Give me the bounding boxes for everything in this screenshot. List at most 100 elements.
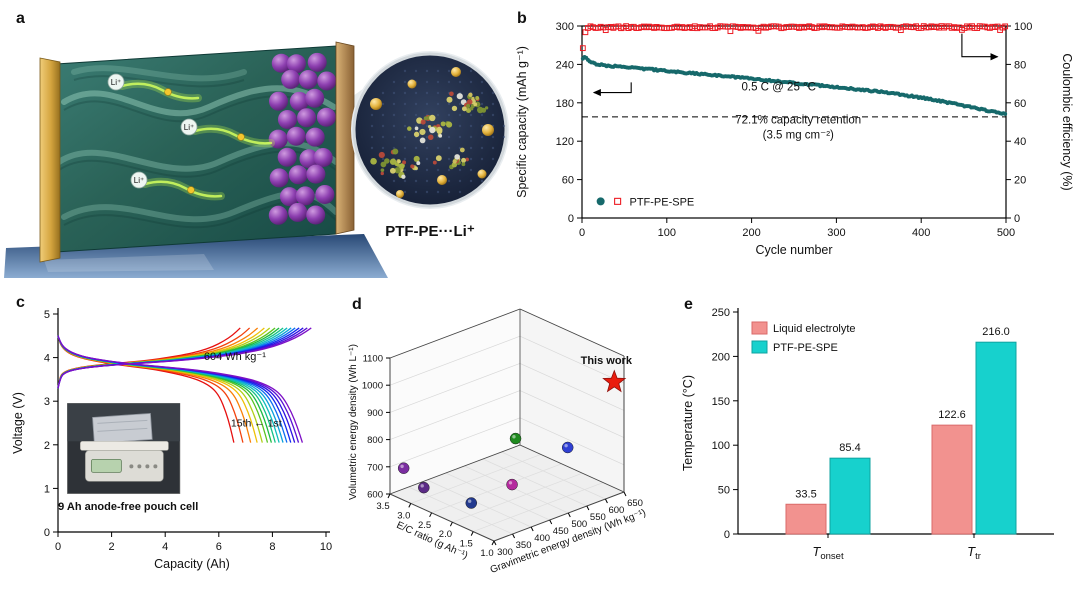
svg-text:500: 500 — [997, 227, 1015, 239]
svg-text:1000: 1000 — [362, 381, 383, 392]
charge-discharge-curves — [57, 327, 312, 443]
li-ion-label: Li⁺ — [134, 176, 144, 185]
svg-text:3.0: 3.0 — [397, 510, 410, 521]
panel-b-cycling-chart: 0 100 200 300 400 500 0 60 120 180 240 300 0 20 40 60 80… — [515, 21, 1074, 257]
svg-text:2.5: 2.5 — [418, 520, 431, 531]
panel-d-3d-chart: 600 700 800 900 1000 1100 3.5 3.0 2.5 2.0 1.5 1.0 30… — [348, 308, 647, 576]
svg-text:15th ← 1st: 15th ← 1st — [231, 417, 282, 429]
svg-text:400: 400 — [534, 533, 550, 544]
svg-text:60: 60 — [1014, 98, 1026, 110]
svg-text:240: 240 — [556, 59, 574, 71]
category-label: Ttr — [967, 544, 981, 562]
annotations-c: 604 Wh kg⁻¹ 15th ← 1st 9 Ah anode-free pou… — [58, 351, 282, 513]
svg-text:0: 0 — [724, 529, 730, 541]
svg-text:2: 2 — [109, 541, 115, 553]
balance-plate — [80, 441, 169, 451]
svg-text:0: 0 — [1014, 213, 1020, 225]
axes-b: 0 100 200 300 400 500 0 60 120 180 240 300 0 20 40 60 80… — [515, 21, 1074, 257]
svg-text:0: 0 — [55, 541, 61, 553]
svg-text:800: 800 — [367, 435, 383, 446]
svg-text:200: 200 — [742, 227, 760, 239]
svg-text:100: 100 — [658, 227, 676, 239]
svg-text:450: 450 — [553, 526, 569, 537]
svg-text:Liquid electrolyte: Liquid electrolyte — [773, 323, 856, 335]
efficiency-series — [579, 23, 1009, 52]
li-ion-label: Li⁺ — [111, 78, 121, 87]
svg-text:150: 150 — [712, 396, 730, 408]
svg-text:550: 550 — [590, 512, 606, 523]
panel-label-d: d — [352, 296, 362, 313]
svg-text:250: 250 — [712, 307, 730, 319]
li-ion-markers: Li⁺ Li⁺ Li⁺ — [107, 73, 275, 201]
svg-text:6: 6 — [216, 541, 222, 553]
svg-text:122.6: 122.6 — [938, 409, 966, 421]
axes-c: 0 2 4 6 8 10 0 1 2 3 4 5 Capacity (Ah) Voltage (V) — [11, 308, 332, 571]
svg-text:500: 500 — [571, 519, 587, 530]
axes-e: 0 50 100 150 200 250 Temperature (°C) Tonset Ttr — [681, 307, 1054, 562]
bar — [829, 457, 871, 535]
svg-text:4: 4 — [44, 353, 50, 365]
svg-text:Coulombic efficiency (%): Coulombic efficiency (%) — [1060, 53, 1074, 190]
svg-text:900: 900 — [367, 408, 383, 419]
svg-text:700: 700 — [367, 462, 383, 473]
svg-text:100: 100 — [1014, 21, 1032, 33]
panel-label-c: c — [16, 294, 25, 311]
category-label: Tonset — [812, 544, 844, 562]
svg-text:120: 120 — [556, 136, 574, 148]
svg-text:Temperature (°C): Temperature (°C) — [681, 375, 695, 471]
svg-text:1100: 1100 — [363, 354, 383, 365]
this-work-star — [602, 369, 627, 393]
this-work-label: This work — [581, 355, 633, 367]
svg-text:Volumetric energy density (Wh: Volumetric energy density (Wh L⁻¹) — [348, 344, 359, 500]
svg-text:60: 60 — [562, 175, 574, 187]
svg-text:Voltage (V): Voltage (V) — [11, 392, 25, 454]
svg-text:E/C ratio (g Ah⁻¹): E/C ratio (g Ah⁻¹) — [395, 520, 470, 562]
inset-caption: PTF-PE···Li⁺ — [385, 223, 475, 240]
cathode-particles — [268, 52, 337, 225]
annotations-b: 0.5 C @ 25 °C 72.1% capacity retention (3.… — [592, 33, 999, 142]
svg-text:20: 20 — [1014, 175, 1026, 187]
svg-text:0: 0 — [44, 527, 50, 539]
svg-text:40: 40 — [1014, 136, 1026, 148]
panel-label-e: e — [684, 296, 693, 313]
legend-e: Liquid electrolyte PTF-PE-SPE — [751, 321, 856, 354]
panel-e-bar-chart: 0 50 100 150 200 250 Temperature (°C) Tonset Ttr… — [681, 307, 1054, 562]
bar — [931, 424, 973, 535]
svg-text:1.0: 1.0 — [480, 548, 493, 559]
svg-text:604 Wh kg⁻¹: 604 Wh kg⁻¹ — [204, 351, 266, 363]
svg-text:300: 300 — [556, 21, 574, 33]
bar — [975, 341, 1017, 535]
svg-text:50: 50 — [718, 485, 730, 497]
bar — [785, 503, 827, 535]
svg-text:8: 8 — [269, 541, 275, 553]
svg-text:600: 600 — [608, 505, 624, 516]
svg-text:5: 5 — [44, 309, 50, 321]
axes-3d: 600 700 800 900 1000 1100 3.5 3.0 2.5 2.0 1.5 1.0 30… — [348, 308, 647, 576]
svg-text:4: 4 — [162, 541, 168, 553]
svg-text:33.5: 33.5 — [795, 488, 816, 500]
svg-text:0: 0 — [579, 227, 585, 239]
svg-text:1: 1 — [44, 483, 50, 495]
svg-text:80: 80 — [1014, 59, 1026, 71]
svg-text:PTF-PE-SPE: PTF-PE-SPE — [773, 342, 838, 354]
svg-text:Cycle number: Cycle number — [755, 243, 832, 257]
svg-text:180: 180 — [556, 98, 574, 110]
svg-text:0: 0 — [568, 213, 574, 225]
balance-body — [85, 450, 164, 482]
data-points-3d — [397, 432, 574, 509]
svg-text:72.1% capacity retention: 72.1% capacity retention — [735, 114, 861, 126]
balance-display — [90, 458, 122, 473]
li-ion-label: Li⁺ — [184, 123, 194, 132]
svg-text:Capacity (Ah): Capacity (Ah) — [154, 557, 230, 571]
capacity-series — [580, 54, 1008, 116]
svg-text:Specific capacity (mAh g⁻¹): Specific capacity (mAh g⁻¹) — [515, 46, 529, 198]
svg-text:3.5: 3.5 — [376, 501, 389, 512]
svg-text:0.5 C @ 25 °C: 0.5 C @ 25 °C — [742, 82, 816, 94]
panel-label-b: b — [517, 10, 527, 27]
svg-text:216.0: 216.0 — [982, 326, 1010, 338]
svg-text:2: 2 — [44, 440, 50, 452]
molecular-inset — [351, 51, 509, 209]
svg-text:100: 100 — [712, 440, 730, 452]
svg-text:85.4: 85.4 — [839, 442, 860, 454]
